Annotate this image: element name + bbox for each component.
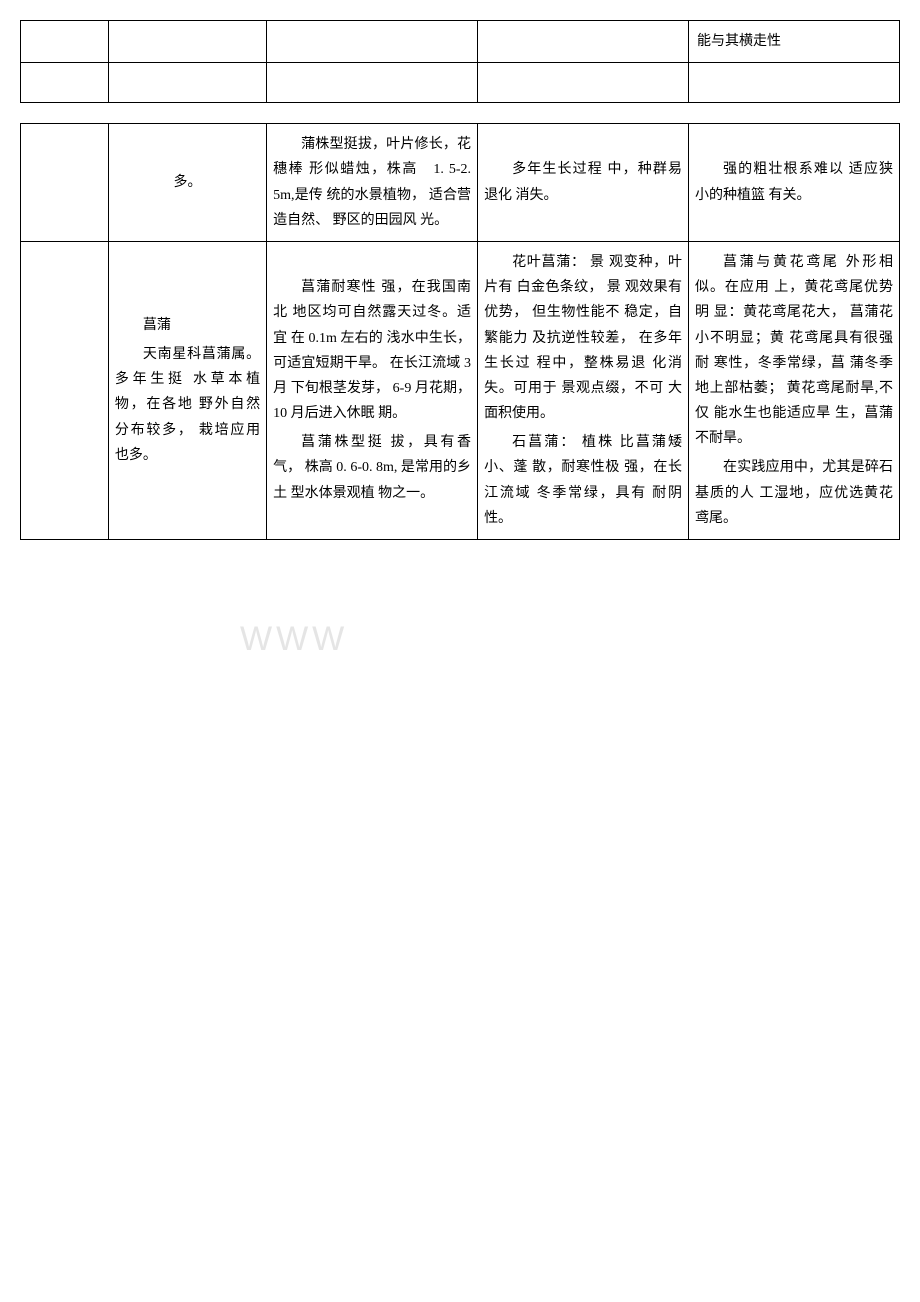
table-row: 多。 蒲株型挺拔，叶片修长，花穗棒 形似蜡烛，株高 1. 5-2. 5m,是传 … bbox=[21, 124, 900, 242]
cell: 能与其横走性 bbox=[689, 21, 900, 63]
cell-text: 菖蒲株型挺 拔，具有香气， 株高 0. 6-0. 8m, 是常用的乡土 型水体景… bbox=[273, 430, 471, 506]
cell: 多。 bbox=[108, 124, 266, 242]
cell-text: 石菖蒲： 植株 比菖蒲矮小、蓬 散，耐寒性极 强，在长江流域 冬季常绿，具有 耐… bbox=[484, 430, 682, 531]
cell: 强的粗壮根系难以 适应狭小的种植篮 有关。 bbox=[689, 124, 900, 242]
cell bbox=[267, 63, 478, 103]
cell-text: 花叶菖蒲： 景 观变种，叶片有 白金色条纹， 景 观效果有优势， 但生物性能不 … bbox=[484, 250, 682, 426]
cell: 菖蒲耐寒性 强，在我国南北 地区均可自然露天过冬。适宜 在 0.1m 左右的 浅… bbox=[267, 241, 478, 539]
cell: 蒲株型挺拔，叶片修长，花穗棒 形似蜡烛，株高 1. 5-2. 5m,是传 统的水… bbox=[267, 124, 478, 242]
cell bbox=[21, 241, 109, 539]
cell-text: 菖蒲与黄花鸢尾 外形相似。在应用 上，黄花鸢尾优势明 显：黄花鸢尾花大， 菖蒲花… bbox=[695, 250, 893, 452]
table-row: 能与其横走性 bbox=[21, 21, 900, 63]
cell bbox=[21, 124, 109, 242]
cell: 花叶菖蒲： 景 观变种，叶片有 白金色条纹， 景 观效果有优势， 但生物性能不 … bbox=[478, 241, 689, 539]
cell-text: 多。 bbox=[115, 170, 260, 195]
watermark: WWW bbox=[240, 620, 348, 659]
cell: 菖蒲与黄花鸢尾 外形相似。在应用 上，黄花鸢尾优势明 显：黄花鸢尾花大， 菖蒲花… bbox=[689, 241, 900, 539]
table-1: 能与其横走性 bbox=[20, 20, 900, 103]
cell-text: 天南星科菖蒲属。 多年生挺 水草本植 物，在各地 野外自然 分布较多， 栽培应用… bbox=[115, 342, 260, 468]
cell-text: 多年生长过程 中，种群易退化 消失。 bbox=[484, 157, 682, 207]
cell bbox=[21, 21, 109, 63]
table-row bbox=[21, 63, 900, 103]
table-row: 菖蒲 天南星科菖蒲属。 多年生挺 水草本植 物，在各地 野外自然 分布较多， 栽… bbox=[21, 241, 900, 539]
cell-text: 菖蒲 bbox=[115, 313, 260, 338]
cell-text: 在实践应用中，尤其是碎石基质的人 工湿地，应优选黄花 鸢尾。 bbox=[695, 455, 893, 531]
cell bbox=[108, 63, 266, 103]
cell: 菖蒲 天南星科菖蒲属。 多年生挺 水草本植 物，在各地 野外自然 分布较多， 栽… bbox=[108, 241, 266, 539]
cell bbox=[478, 21, 689, 63]
cell-text: 菖蒲耐寒性 强，在我国南北 地区均可自然露天过冬。适宜 在 0.1m 左右的 浅… bbox=[273, 275, 471, 426]
table-2: 多。 蒲株型挺拔，叶片修长，花穗棒 形似蜡烛，株高 1. 5-2. 5m,是传 … bbox=[20, 123, 900, 540]
cell-text: 蒲株型挺拔，叶片修长，花穗棒 形似蜡烛，株高 1. 5-2. 5m,是传 统的水… bbox=[273, 132, 471, 233]
cell bbox=[21, 63, 109, 103]
cell bbox=[478, 63, 689, 103]
cell-text: 强的粗壮根系难以 适应狭小的种植篮 有关。 bbox=[695, 157, 893, 207]
cell bbox=[108, 21, 266, 63]
cell bbox=[267, 21, 478, 63]
cell: 多年生长过程 中，种群易退化 消失。 bbox=[478, 124, 689, 242]
cell bbox=[689, 63, 900, 103]
